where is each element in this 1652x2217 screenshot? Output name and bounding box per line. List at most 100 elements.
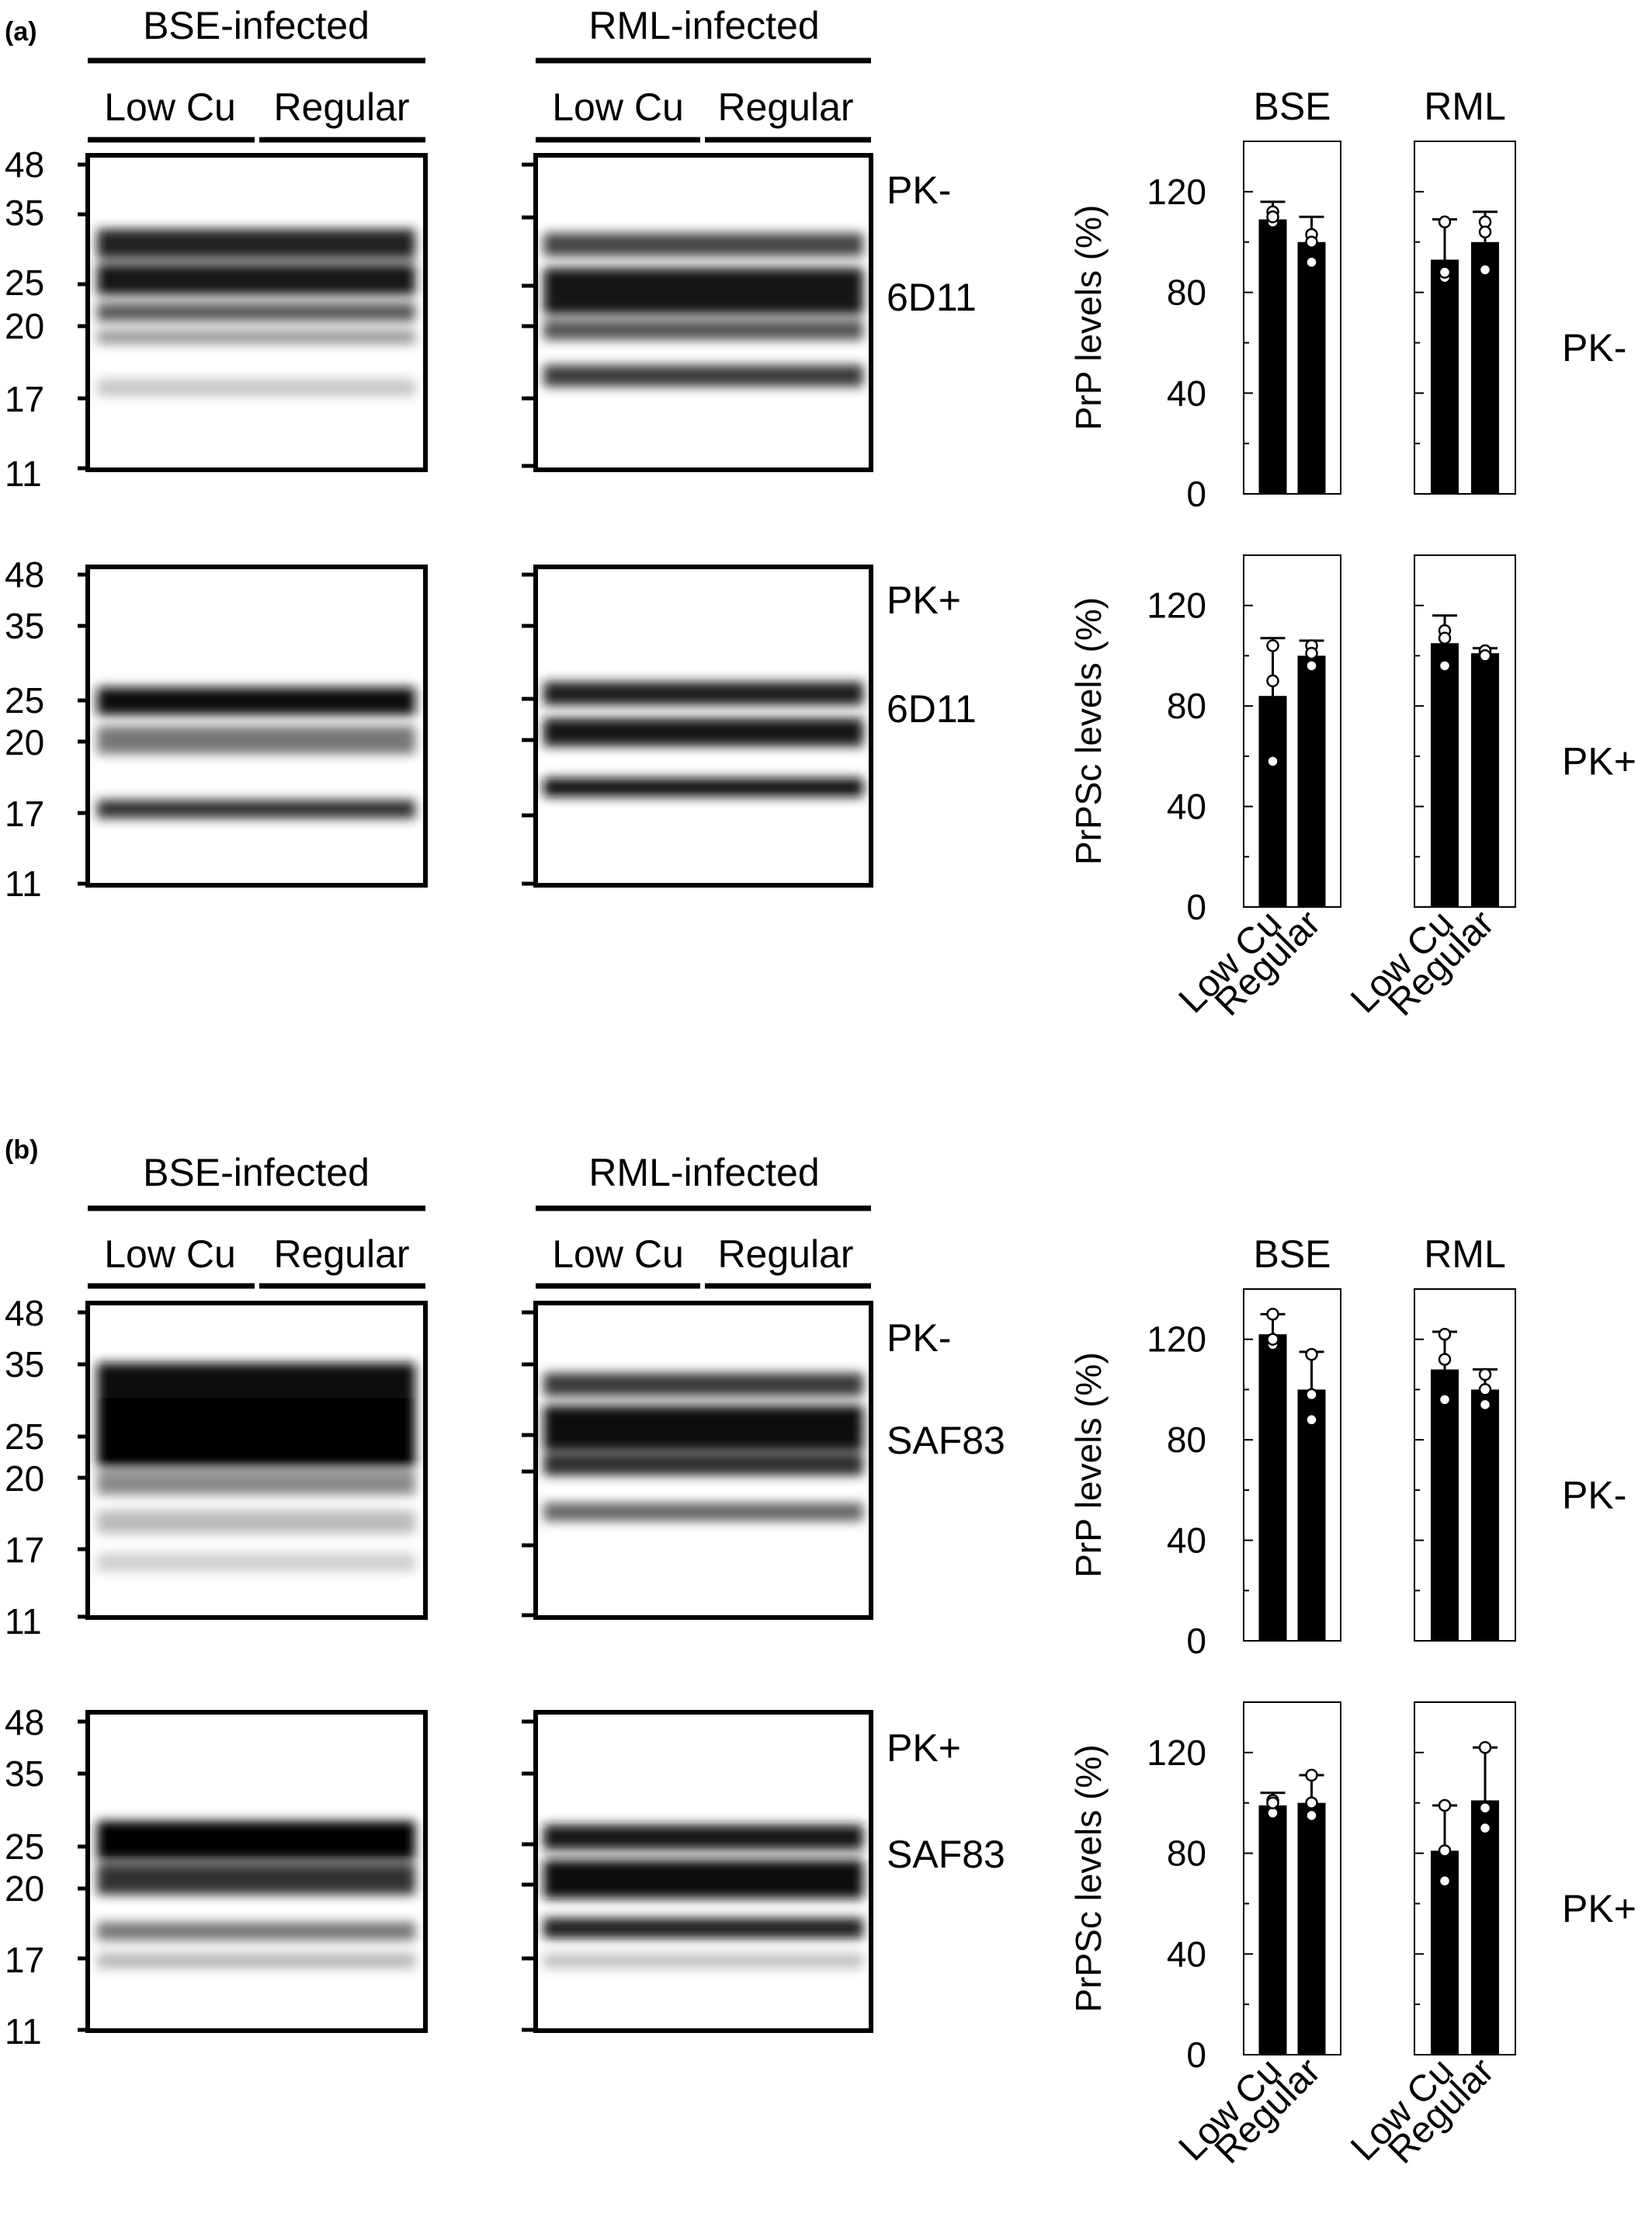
- antibody-label-a-row1: 6D11: [887, 276, 977, 319]
- y-tick-label: 80: [1167, 273, 1206, 313]
- mw-marker: 11: [5, 2011, 42, 2052]
- data-point: [1478, 1821, 1492, 1835]
- mw-marker: 20: [5, 722, 44, 763]
- panel-a: (a) BSE-infected Low Cu Regular RML-infe…: [5, 4, 977, 904]
- mw-marker: 20: [5, 306, 44, 346]
- bse-infected-label: BSE-infected: [143, 4, 370, 47]
- y-tick-label: 80: [1167, 1833, 1206, 1874]
- bar: [1297, 1389, 1326, 1641]
- mw-marker: 48: [5, 144, 44, 185]
- mw-marker: 25: [5, 680, 44, 721]
- rml-lowcu-label: Low Cu: [552, 85, 684, 129]
- blot-rml-pkplus-b: [522, 1710, 873, 2033]
- data-point: [1305, 1796, 1318, 1809]
- data-point: [1478, 1398, 1492, 1412]
- mw-marker: 17: [5, 379, 44, 419]
- bar-charts: PrP levels (%) 0 40 80 120 BSE RML PK- PrPSc lev…: [1068, 85, 1636, 2172]
- y-axis-label: PrPSc levels (%): [1068, 597, 1109, 865]
- data-point: [1438, 1844, 1452, 1857]
- facet-title: RML: [1424, 1232, 1506, 1276]
- data-point: [1438, 1798, 1452, 1812]
- facet-frame: [1243, 554, 1341, 908]
- antibody-label-a-row2: 6D11: [887, 687, 977, 731]
- rml-regular-label: Regular: [717, 85, 853, 129]
- pk-side-label: PK+: [1562, 740, 1636, 784]
- y-axis-label: PrPSc levels (%): [1068, 1744, 1109, 2012]
- data-point: [1305, 1809, 1318, 1823]
- facet-frame: [1414, 554, 1516, 908]
- mw-marker: 17: [5, 1940, 44, 1980]
- mw-marker: 48: [5, 1702, 44, 1743]
- blot-bse-pkplus-b: [78, 1710, 428, 2033]
- mw-marker: 35: [5, 1753, 44, 1794]
- data-point: [1305, 1413, 1318, 1426]
- mw-marker: 11: [5, 864, 42, 904]
- mw-markers-a-row1: 48 35 25 20 17 11: [5, 144, 44, 494]
- pk-label-a-row1: PK-: [887, 169, 951, 212]
- facet-title: BSE: [1253, 1232, 1331, 1276]
- data-point: [1266, 1308, 1279, 1321]
- data-point: [1478, 649, 1492, 662]
- bar: [1471, 653, 1499, 907]
- bar: [1258, 1805, 1287, 2055]
- bse-regular-label: Regular: [273, 85, 409, 129]
- panel-b-label: (b): [5, 1135, 38, 1165]
- mw-marker: 48: [5, 1293, 44, 1333]
- facet-frame: [1243, 1701, 1341, 2055]
- data-point: [1478, 225, 1492, 238]
- data-point: [1438, 266, 1452, 279]
- data-point: [1305, 1768, 1318, 1782]
- data-point: [1478, 1741, 1492, 1754]
- data-point: [1438, 215, 1452, 229]
- panel-b: (b) BSE-infected Low Cu Regular RML-infe…: [5, 1135, 1005, 2052]
- blot-bse-pkminus-b: [78, 1301, 428, 1620]
- y-tick-label: 40: [1167, 373, 1206, 413]
- blot-bse-pkminus-a: [78, 153, 428, 472]
- data-point: [1438, 659, 1452, 672]
- data-point: [1478, 263, 1492, 276]
- facet-frame: [1414, 1701, 1516, 2055]
- mw-markers-b-row2: 48 35 25 20 17 11: [5, 1702, 44, 2052]
- mw-marker: 17: [5, 1530, 44, 1570]
- pk-label-a-row2: PK+: [887, 579, 961, 622]
- facet-frame: [1243, 1288, 1341, 1642]
- data-point: [1305, 235, 1318, 248]
- facet-frame: [1414, 1288, 1516, 1642]
- bar: [1431, 643, 1459, 907]
- y-tick-label: 120: [1147, 172, 1206, 212]
- mw-markers-b-row1: 48 35 25 20 17 11: [5, 1293, 44, 1642]
- data-point: [1305, 1347, 1318, 1361]
- y-tick-label: 120: [1147, 1319, 1206, 1360]
- y-axis-label: PrP levels (%): [1068, 205, 1109, 431]
- facet-title: RML: [1424, 85, 1506, 128]
- bar-chart: PrP levels (%) 0 40 80 120 BSE RML PK-: [1068, 85, 1626, 514]
- data-point: [1438, 1327, 1452, 1341]
- antibody-label-b-row1: SAF83: [887, 1419, 1005, 1462]
- bse-lowcu-label: Low Cu: [104, 1232, 236, 1276]
- data-point: [1266, 674, 1279, 688]
- y-tick-label: 120: [1147, 1732, 1206, 1773]
- y-tick-label: 0: [1186, 474, 1206, 514]
- mw-marker: 20: [5, 1868, 44, 1909]
- y-tick-label: 40: [1167, 1520, 1206, 1561]
- data-point: [1438, 631, 1452, 645]
- antibody-label-b-row2: SAF83: [887, 1833, 1005, 1876]
- y-tick-label: 80: [1167, 1420, 1206, 1460]
- blot-rml-pkplus-a: [522, 565, 873, 888]
- rml-infected-label: RML-infected: [588, 1151, 819, 1194]
- bse-infected-label: BSE-infected: [143, 1151, 370, 1194]
- mw-marker: 35: [5, 1344, 44, 1385]
- blot-bse-pkplus-a: [78, 565, 428, 888]
- data-point: [1266, 210, 1279, 224]
- bar: [1258, 219, 1287, 494]
- bar: [1431, 1369, 1459, 1641]
- pk-side-label: PK+: [1562, 1887, 1636, 1930]
- blot-rml-pkminus-b: [522, 1301, 873, 1620]
- mw-marker: 25: [5, 1416, 44, 1457]
- rml-regular-label: Regular: [717, 1232, 853, 1276]
- bar: [1258, 696, 1287, 907]
- rml-lowcu-label: Low Cu: [552, 1232, 684, 1276]
- mw-markers-a-row2: 48 35 25 20 17 11: [5, 554, 44, 904]
